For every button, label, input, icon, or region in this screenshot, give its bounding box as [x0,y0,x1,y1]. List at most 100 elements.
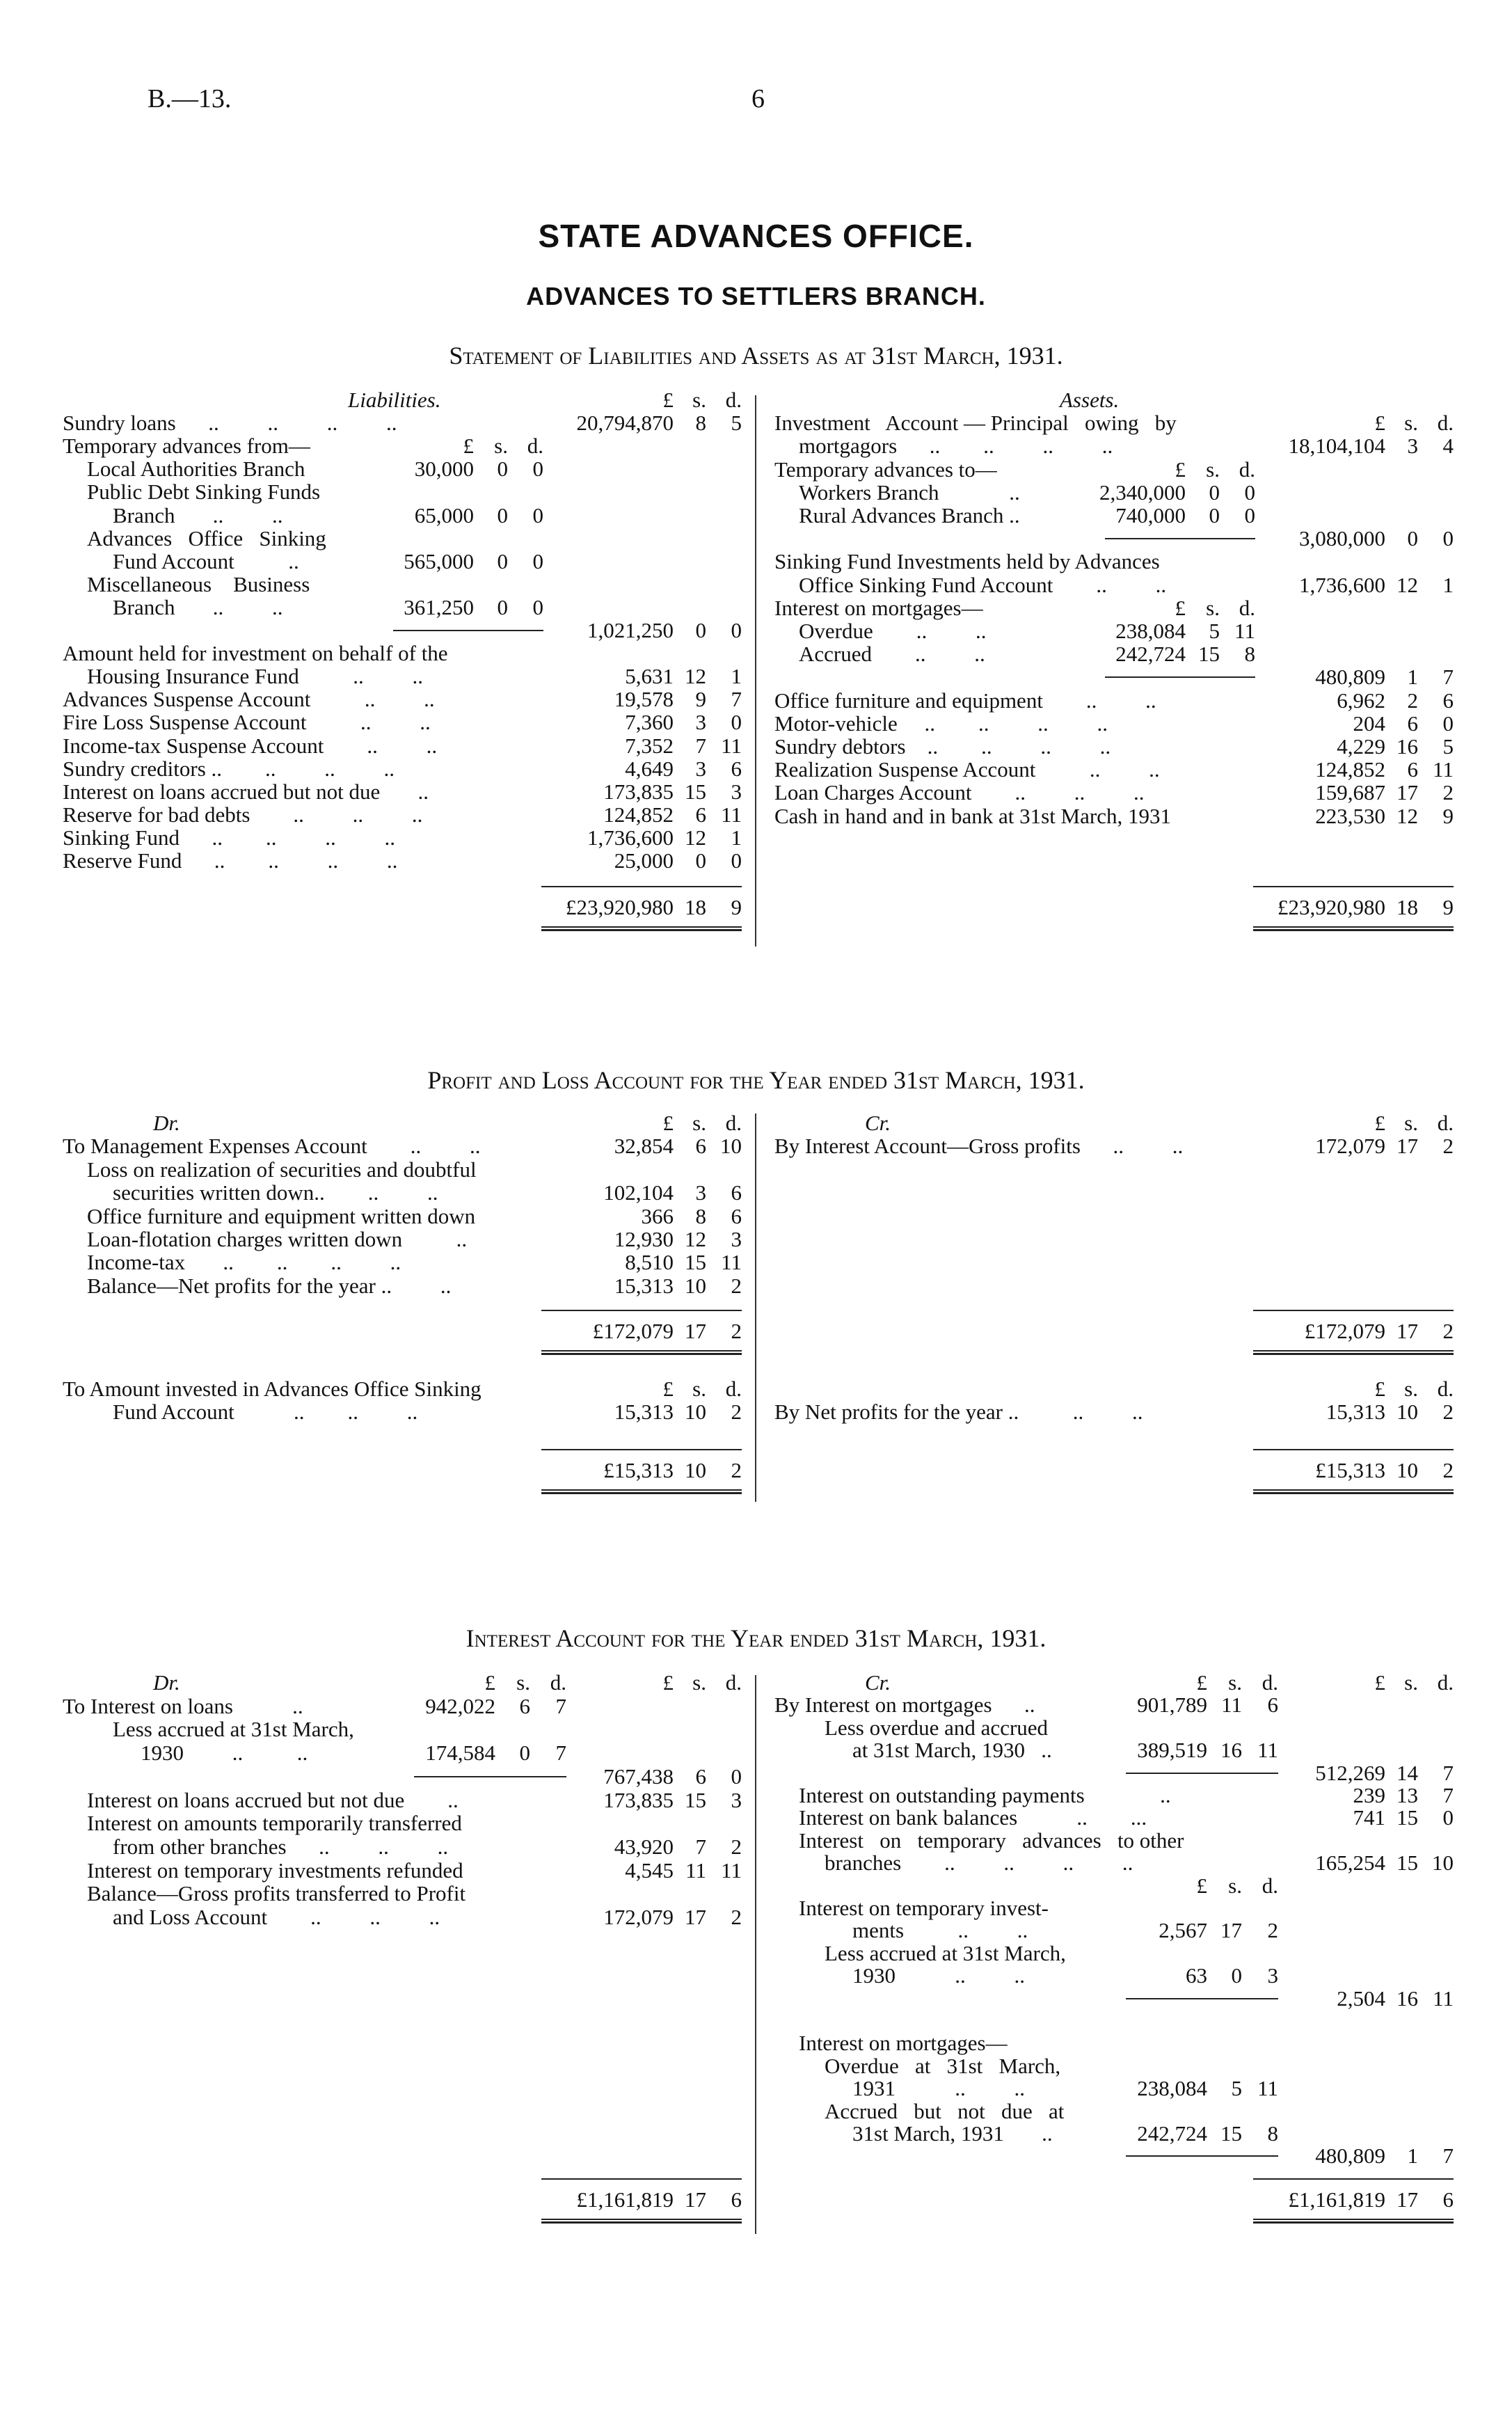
side-heading: Dr. [153,1111,180,1135]
inner-amount-pounds: 565,000 [404,548,474,573]
amount-pounds: 15,313 [1326,1400,1385,1424]
ledger-total: £1,161,819 17 6 [541,2178,742,2224]
amount-pence: 11 [721,802,742,827]
amount-pence: 1 [1442,572,1454,597]
ledger-total: £1,161,819 17 6 [1253,2178,1454,2224]
ledger-row: Interest on mortgages— [774,2031,1456,2055]
total-amount-pence: 2 [731,1458,742,1482]
row-label: Cash in hand and in bank at 31st March, … [774,803,1171,828]
row-label: Fund Account .. .. .. [113,1400,418,1424]
row-label: To Management Expenses Account .. .. [63,1134,481,1159]
row-label: Accrued .. .. [799,642,985,667]
amount-shillings: 1 [1407,2143,1419,2169]
total-amount-pence: 9 [1442,895,1454,919]
ledger-row: Balance—Gross profits transferred to Pro… [63,1882,745,1905]
inner-amount-pence: 7 [555,1693,567,1718]
inner-amount-pounds: 2,567 [1159,1918,1207,1943]
ledger-row: Miscellaneous Business [63,572,745,596]
row-label: Less accrued at 31st March, [825,1940,1066,1965]
amount-shillings: 1 [1407,665,1419,690]
subtotal-rule [1105,676,1255,679]
amount-pounds: 1,736,600 [587,825,674,850]
row-label: Workers Branch .. [799,480,1020,505]
amount-pounds: 25,000 [614,848,674,873]
amount-shillings: s. [692,1111,706,1135]
row-label: Loan-flotation charges written down .. [87,1227,468,1251]
ledger-row: Overdue at 31st March, [774,2054,1456,2078]
amount-pence: 2 [1442,1134,1454,1159]
ledger-row: Sinking Fund .. .. .. .. 1,736,600 12 1 [63,825,745,850]
amount-pence: d. [725,388,742,412]
ledger-row: 1931 .. .. 238,084 5 11 [774,2077,1456,2100]
amount-pounds: 124,852 [1315,757,1385,782]
ledger-row: By Net profits for the year .. .. .. 15,3… [774,1400,1456,1424]
amount-shillings: 3 [695,710,707,735]
inner-amount-pence: 2 [1267,1918,1279,1943]
profit-loss-title: Profit and Loss Account for the Year end… [427,1066,1085,1094]
amount-pence: 11 [721,1250,742,1275]
amount-pence: 0 [1442,711,1454,736]
ledger-row: Amount held for investment on behalf of … [63,642,745,665]
row-label: Interest on temporary investments refund… [87,1857,463,1883]
amount-pounds: 18,104,104 [1288,434,1386,459]
amount-pence: 1 [731,664,742,689]
amount-pounds: 7,360 [625,710,674,735]
amount-pounds: 172,079 [603,1905,674,1929]
side-heading: Assets. [1060,388,1120,412]
amount-shillings: 7 [695,1834,707,1859]
amount-shillings: 15 [685,779,706,804]
total-amount-pounds: £1,161,819 [1288,2187,1386,2212]
amount-pounds: £ [662,1377,674,1401]
inner-amount-pence: 0 [1244,480,1256,505]
amount-pounds: 5,631 [625,664,674,689]
interest-account-title: Interest Account for the Year ended 31st… [465,1624,1047,1652]
amount-pounds: £ [1374,1377,1386,1401]
amount-pence: 6 [1442,688,1454,713]
amount-pence: 2 [731,1905,742,1929]
inner-amount-shillings: 0 [497,502,509,528]
amount-pounds: 165,254 [1315,1850,1385,1876]
inner-amount-shillings: 11 [1221,1693,1242,1718]
amount-pounds: 741 [1353,1805,1386,1830]
row-label: 1930 .. .. [852,1963,1025,1988]
column-divider [755,395,756,946]
ledger-row: Less accrued at 31st March, [63,1718,745,1741]
amount-pence: 11 [1433,757,1454,782]
amount-shillings: 6 [695,1134,707,1159]
total-amount-pounds: £172,079 [592,1319,674,1343]
amount-pence: 0 [731,618,742,642]
ledger-row: Interest on temporary investments refund… [63,1857,745,1883]
row-label: Temporary advances to— [774,457,997,482]
ledger-row: at 31st March, 1930 .. 389,519 16 11 [774,1738,1456,1762]
inner-amount-pounds: 242,724 [1115,642,1186,667]
amount-shillings: 3 [695,1180,707,1205]
row-label: Sinking Fund Investments held by Advance… [774,549,1160,574]
row-label: To Interest on loans .. [63,1693,303,1718]
subtotal-rule [1126,1772,1278,1774]
amount-shillings: 3 [1407,434,1419,459]
ledger-row: Advances Suspense Account .. .. 19,578 9 7 [63,688,745,711]
inner-amount-shillings: s. [1206,457,1220,482]
ledger-row: Sinking Fund Investments held by Advance… [774,550,1456,573]
amount-shillings: 6 [695,1764,707,1789]
row-label: Temporary advances from— [63,434,310,459]
subtotal-rule [1105,538,1255,540]
row-label: To Amount invested in Advances Office Si… [63,1377,482,1401]
ledger-heading-row: Assets. [774,388,1456,412]
inner-amount-shillings: 0 [497,594,509,619]
ledger-row: Temporary advances to— £ s. d. [774,457,1456,482]
total-amount-pounds: £15,313 [603,1458,674,1482]
amount-shillings: 15 [1396,1850,1418,1876]
amount-shillings: s. [692,1670,706,1695]
ledger-row: Accrued .. .. 242,724 15 8 [774,642,1456,666]
inner-amount-shillings: 15 [1220,2121,1242,2146]
total-amount-pounds: £23,920,980 [566,895,674,919]
ledger-row: Motor-vehicle .. .. .. .. 204 6 0 [774,711,1456,736]
subtotal-rule [393,630,543,631]
ledger-row: ments .. .. 2,567 17 2 [774,1919,1456,1942]
row-label: Interest on outstanding payments .. [799,1783,1171,1807]
row-label: Loan Charges Account .. .. .. [774,780,1145,805]
subtotal-rule [414,1775,566,1777]
inner-amount-pence: 6 [1267,1693,1279,1718]
ledger-total: £15,313 10 2 [541,1449,742,1494]
